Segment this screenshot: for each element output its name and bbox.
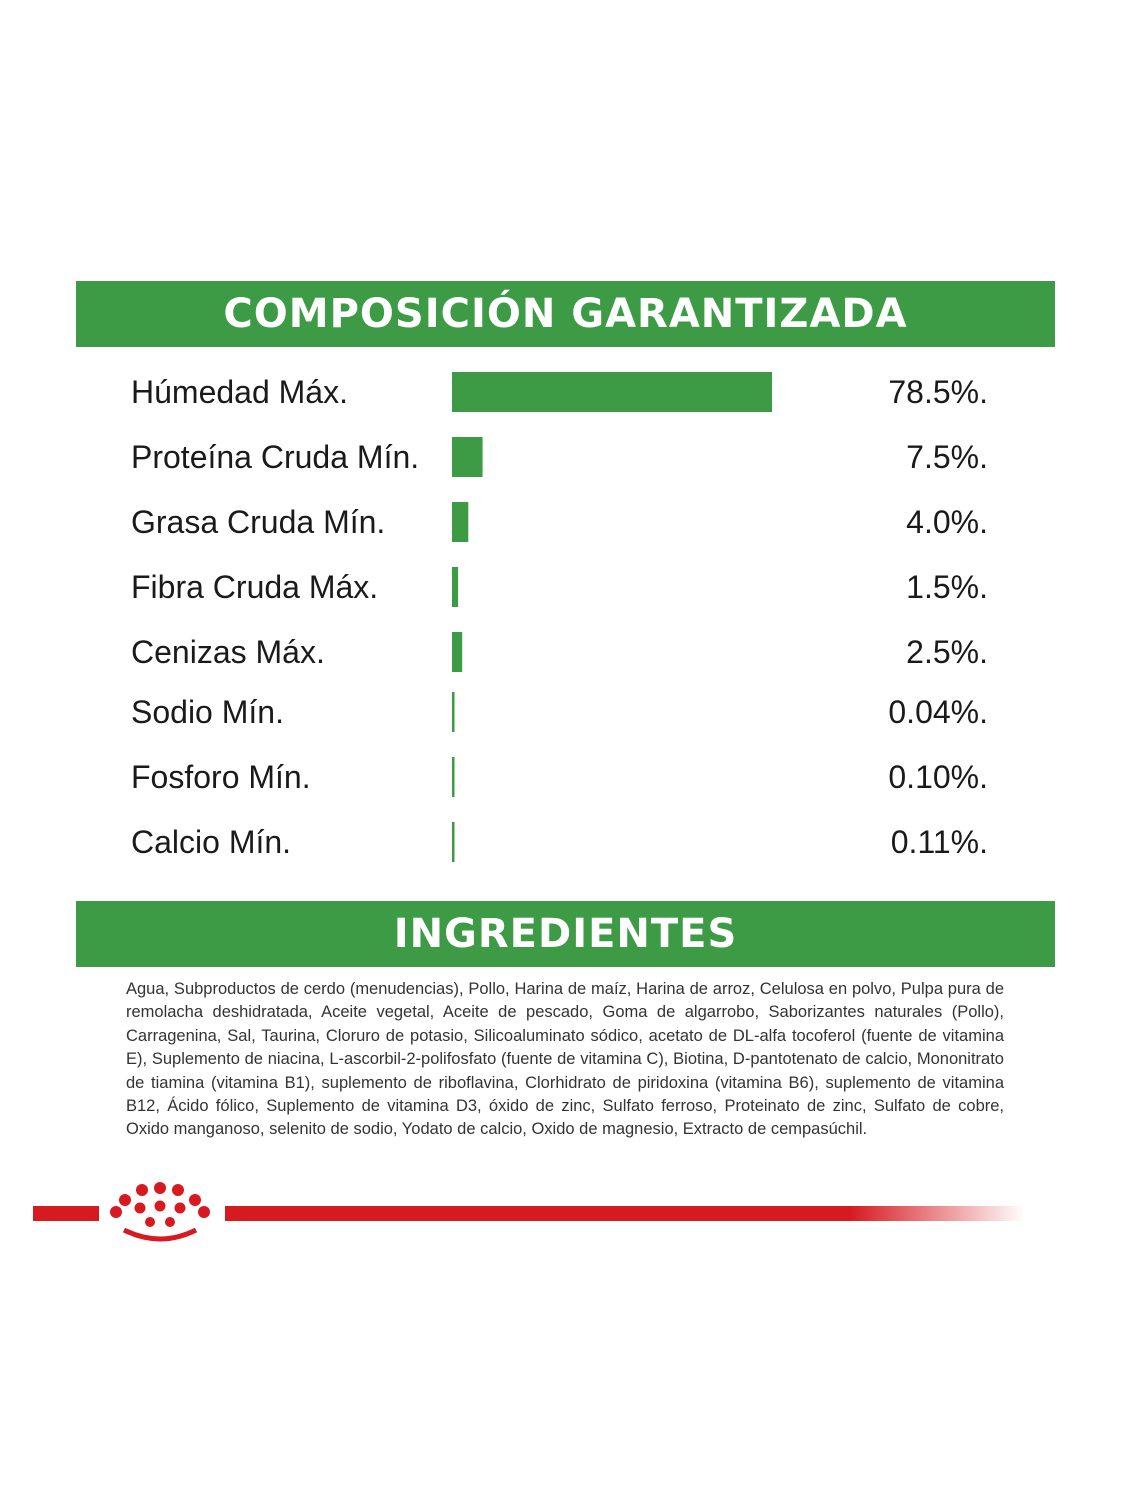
value-label: 2.5%. [906, 634, 988, 670]
row-label: Sodio Mín. [131, 694, 284, 730]
ingredients-title: INGREDIENTES [393, 911, 738, 957]
value-label: 1.5%. [906, 569, 988, 605]
value-label: 0.10%. [888, 759, 988, 795]
bar [452, 567, 459, 607]
value-label: 7.5%. [906, 439, 988, 475]
composition-title: COMPOSICIÓN GARANTIZADA [223, 291, 908, 337]
row-label: Proteína Cruda Mín. [131, 439, 419, 475]
row-label: Cenizas Máx. [131, 634, 325, 670]
divider-left-bar [33, 1206, 99, 1221]
value-label: 78.5%. [888, 374, 988, 410]
row-label: Calcio Mín. [131, 824, 291, 860]
row-label: Grasa Cruda Mín. [131, 504, 385, 540]
bar [452, 822, 455, 862]
value-label: 0.04%. [888, 694, 988, 730]
bar [452, 437, 483, 477]
bar [452, 757, 455, 797]
ingredients-title-banner: INGREDIENTES [76, 901, 1055, 967]
bar [452, 502, 469, 542]
row-label: Húmedad Máx. [131, 374, 348, 410]
divider-right-bar [225, 1206, 1025, 1221]
bar [452, 372, 772, 412]
ingredients-text: Agua, Subproductos de cerdo (menudencias… [126, 980, 1004, 1139]
composition-title-banner: COMPOSICIÓN GARANTIZADA [76, 281, 1055, 347]
value-label: 4.0%. [906, 504, 988, 540]
row-label: Fibra Cruda Máx. [131, 569, 378, 605]
bar [452, 692, 455, 732]
row-label: Fosforo Mín. [131, 759, 311, 795]
royal-crown-icon [110, 1182, 210, 1242]
bar [452, 632, 463, 672]
value-label: 0.11%. [891, 824, 988, 860]
brand-divider [33, 1182, 1025, 1242]
